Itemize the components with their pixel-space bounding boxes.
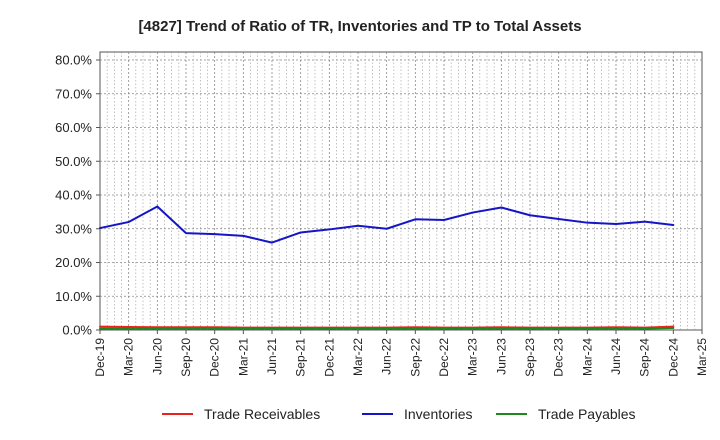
x-tick-label: Sep-22 (408, 338, 422, 377)
y-tick-label: 20.0% (55, 255, 92, 270)
x-tick-label: Dec-20 (208, 338, 222, 377)
y-tick-label: 50.0% (55, 154, 92, 169)
y-tick-label: 0.0% (62, 323, 92, 338)
x-tick-label: Dec-19 (93, 338, 107, 377)
x-tick-label: Jun-21 (265, 338, 279, 375)
series-line-trade-payables (99, 326, 675, 330)
x-tick-label: Dec-23 (552, 338, 566, 377)
x-tick-label: Mar-25 (695, 338, 709, 376)
x-axis-ticks: Dec-19 Mar-20 Jun-20 Sep-20 Dec-20 Mar-21 Jun-… (93, 330, 709, 377)
x-tick-label: Jun-22 (380, 338, 394, 375)
x-tick-label: Jun-23 (494, 338, 508, 375)
legend-label: Trade Payables (538, 406, 636, 422)
y-tick-label: 70.0% (55, 86, 92, 101)
x-tick-label: Jun-20 (150, 338, 164, 375)
y-axis-ticks: 0.0% 10.0% 20.0% 30.0% 40.0% 50.0% 60.0% 70.0% 8… (55, 53, 100, 338)
series-lines (99, 205, 675, 330)
x-tick-label: Mar-24 (580, 338, 594, 376)
x-tick-label: Mar-21 (236, 338, 250, 376)
grid-lines (100, 52, 702, 330)
x-tick-label: Jun-24 (609, 338, 623, 375)
y-tick-label: 30.0% (55, 221, 92, 236)
x-tick-label: Sep-24 (638, 338, 652, 377)
chart-title: [4827] Trend of Ratio of TR, Inventories… (138, 18, 581, 35)
legend: Trade Receivables Inventories Trade Payabl… (162, 406, 636, 422)
x-tick-label: Mar-22 (351, 338, 365, 376)
x-tick-label: Mar-20 (122, 338, 136, 376)
y-tick-label: 60.0% (55, 120, 92, 135)
y-tick-label: 80.0% (55, 53, 92, 68)
legend-label: Inventories (404, 406, 472, 422)
x-tick-label: Sep-20 (179, 338, 193, 377)
y-tick-label: 40.0% (55, 188, 92, 203)
x-tick-label: Sep-23 (523, 338, 537, 377)
legend-label: Trade Receivables (204, 406, 320, 422)
x-tick-label: Dec-21 (322, 338, 336, 377)
y-tick-label: 10.0% (55, 289, 92, 304)
x-tick-label: Sep-21 (294, 338, 308, 377)
series-line-trade-receivables (99, 325, 675, 329)
x-tick-label: Mar-23 (466, 338, 480, 376)
series-line-inventories (99, 205, 675, 244)
x-tick-label: Dec-24 (666, 338, 680, 377)
x-tick-label: Dec-22 (437, 338, 451, 377)
